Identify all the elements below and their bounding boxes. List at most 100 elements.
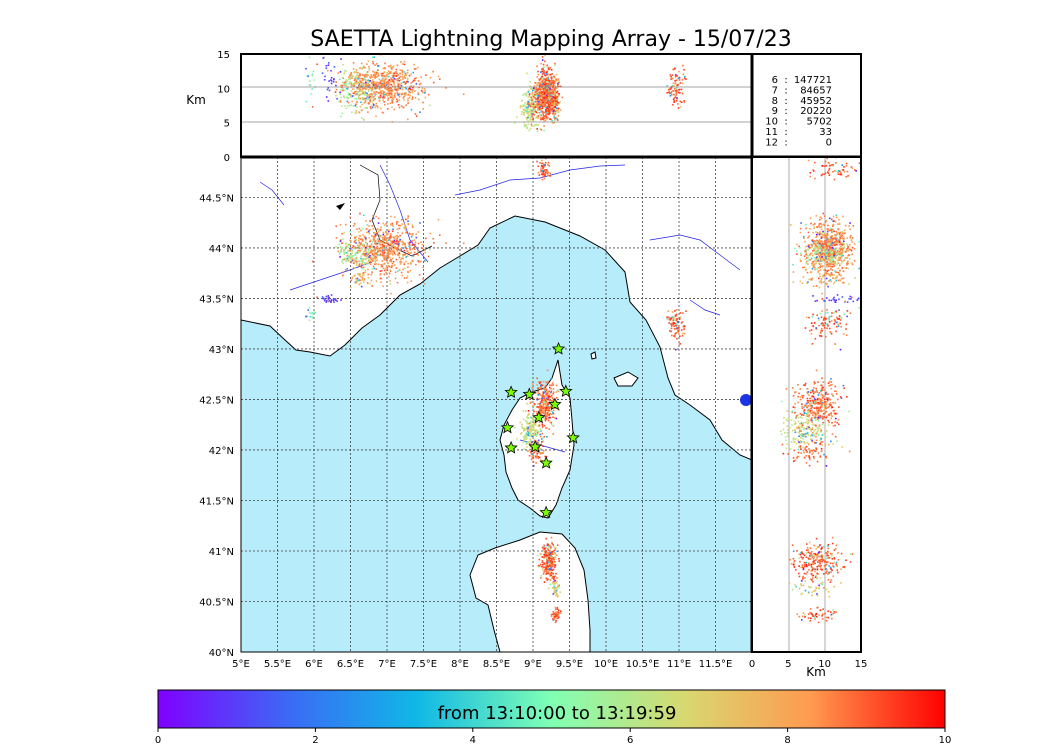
lightning-source — [375, 215, 377, 218]
lightning-source — [543, 98, 546, 100]
lightning-source — [532, 435, 534, 437]
lightning-source — [554, 89, 557, 92]
lightning-source — [831, 259, 834, 261]
lightning-source — [838, 240, 841, 243]
lightning-source — [363, 97, 365, 100]
lightning-source — [381, 236, 384, 239]
lightning-source — [519, 106, 522, 109]
lightning-source — [346, 267, 349, 270]
lightning-source — [831, 274, 834, 277]
lightning-source — [325, 67, 328, 70]
lightning-source — [383, 255, 385, 257]
lightning-source — [345, 82, 347, 85]
lightning-source — [825, 272, 828, 275]
lightning-source — [417, 92, 420, 94]
lightning-source — [554, 587, 556, 590]
lightning-source — [402, 78, 404, 80]
lightning-source — [543, 435, 546, 438]
lightning-source — [544, 106, 547, 108]
lightning-source — [532, 109, 534, 111]
lightning-source — [533, 405, 535, 408]
lightning-source — [368, 249, 371, 252]
lightning-source — [369, 257, 372, 259]
lightning-source — [826, 234, 828, 237]
lightning-source — [325, 299, 328, 302]
lightning-source — [404, 218, 407, 221]
lightning-source — [825, 251, 827, 254]
lightning-source — [348, 256, 350, 258]
lightning-source — [335, 88, 338, 91]
lightning-source — [529, 402, 532, 404]
lightning-source — [825, 164, 828, 167]
lightning-source — [807, 231, 810, 234]
lightning-source — [835, 241, 838, 243]
lightning-source — [389, 64, 392, 67]
lightning-source — [835, 162, 837, 164]
lightning-source — [383, 83, 385, 85]
lightning-source — [825, 256, 827, 258]
lightning-source — [334, 91, 337, 93]
lightning-source — [354, 91, 357, 94]
lightning-source — [812, 285, 815, 288]
lightning-source — [399, 234, 401, 237]
lightning-source — [529, 428, 532, 431]
lightning-source — [538, 111, 541, 114]
lightning-source — [842, 242, 845, 245]
lightning-source — [559, 612, 562, 614]
lightning-source — [550, 574, 552, 577]
lightning-source — [814, 300, 817, 302]
lightning-source — [835, 214, 838, 217]
lightning-source — [394, 277, 397, 280]
lightning-source — [335, 245, 337, 248]
lightning-source — [820, 250, 823, 252]
lightning-source — [366, 71, 369, 73]
lightning-source — [840, 173, 843, 176]
lightning-source — [392, 98, 395, 101]
lightning-source — [554, 92, 556, 95]
lightning-source — [828, 243, 830, 246]
lightning-source — [544, 119, 547, 122]
lightning-source — [383, 87, 386, 89]
lightning-source — [826, 282, 828, 285]
lightning-source — [387, 99, 389, 101]
lightning-source — [525, 106, 528, 109]
lightning-source — [347, 101, 350, 104]
lightning-source — [542, 166, 545, 168]
lightning-source — [330, 69, 332, 72]
lightning-source — [836, 258, 839, 261]
lightning-source — [399, 224, 402, 227]
lightning-source — [361, 78, 364, 80]
lightning-source — [541, 106, 544, 108]
lightning-source — [390, 259, 392, 261]
lightning-source — [404, 72, 407, 75]
lightning-source — [540, 406, 543, 408]
lightning-source — [553, 618, 556, 620]
lightning-source — [821, 256, 823, 258]
lightning-source — [397, 84, 400, 86]
lightning-source — [311, 73, 314, 75]
lightning-source — [830, 248, 833, 251]
lightning-source — [538, 174, 541, 176]
lightning-source — [847, 245, 850, 248]
lightning-source — [355, 260, 358, 263]
lightning-source — [349, 249, 351, 252]
lightning-source — [399, 261, 402, 263]
lightning-source — [374, 232, 377, 234]
lightning-source — [350, 253, 352, 256]
lightning-source — [402, 63, 404, 65]
lightning-source — [412, 85, 415, 88]
lightning-source — [389, 72, 392, 74]
lightning-source — [821, 236, 824, 239]
lightning-source — [386, 233, 389, 235]
lightning-source — [361, 274, 364, 277]
lightning-source — [674, 67, 676, 70]
lightning-source — [678, 79, 681, 81]
lightning-source — [553, 89, 555, 92]
lightning-source — [845, 162, 848, 165]
lightning-source — [528, 425, 531, 428]
lightning-source — [826, 245, 828, 247]
lightning-source — [547, 66, 550, 69]
lightning-source — [546, 561, 548, 563]
lightning-source — [841, 234, 843, 237]
lightning-source — [371, 253, 374, 256]
